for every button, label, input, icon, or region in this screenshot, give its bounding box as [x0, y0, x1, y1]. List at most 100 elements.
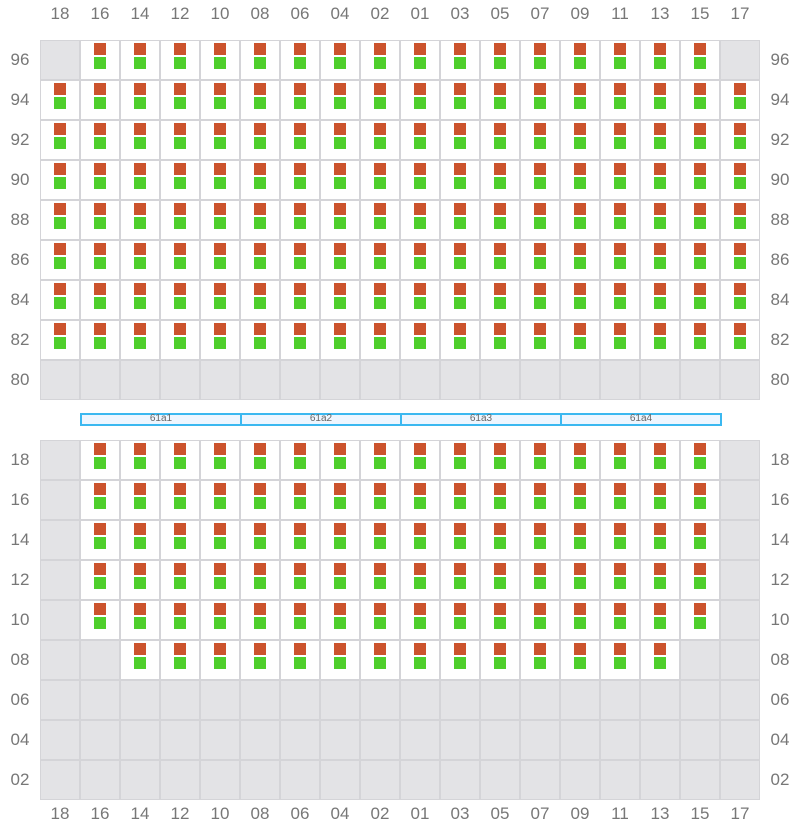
seat-cell[interactable] [481, 121, 519, 159]
seat-cell[interactable] [401, 161, 439, 199]
seat-cell[interactable] [601, 321, 639, 359]
seat-cell[interactable] [401, 641, 439, 679]
seat-cell[interactable] [721, 121, 759, 159]
seat-cell[interactable] [601, 641, 639, 679]
seat-cell[interactable] [561, 281, 599, 319]
seat-cell[interactable] [441, 481, 479, 519]
seat-cell[interactable] [721, 81, 759, 119]
seat-cell[interactable] [281, 281, 319, 319]
seat-cell[interactable] [641, 561, 679, 599]
seat-cell[interactable] [81, 481, 119, 519]
seat-cell[interactable] [441, 201, 479, 239]
seat-cell[interactable] [201, 641, 239, 679]
seat-cell[interactable] [161, 601, 199, 639]
seat-cell[interactable] [601, 201, 639, 239]
seat-cell[interactable] [201, 281, 239, 319]
seat-cell[interactable] [81, 441, 119, 479]
seat-cell[interactable] [241, 161, 279, 199]
seat-cell[interactable] [601, 441, 639, 479]
seat-cell[interactable] [241, 641, 279, 679]
seat-cell[interactable] [201, 161, 239, 199]
seat-cell[interactable] [121, 481, 159, 519]
seat-cell[interactable] [601, 561, 639, 599]
seat-cell[interactable] [521, 81, 559, 119]
segment-label[interactable]: 61a1 [80, 413, 242, 426]
seat-cell[interactable] [441, 601, 479, 639]
seat-cell[interactable] [241, 321, 279, 359]
seat-cell[interactable] [281, 161, 319, 199]
seat-cell[interactable] [641, 201, 679, 239]
seat-cell[interactable] [441, 41, 479, 79]
seat-cell[interactable] [401, 521, 439, 559]
seat-cell[interactable] [161, 121, 199, 159]
seat-cell[interactable] [121, 161, 159, 199]
seat-cell[interactable] [441, 641, 479, 679]
seat-cell[interactable] [121, 321, 159, 359]
seat-cell[interactable] [561, 121, 599, 159]
seat-cell[interactable] [281, 121, 319, 159]
seat-cell[interactable] [321, 241, 359, 279]
seat-cell[interactable] [161, 161, 199, 199]
seat-cell[interactable] [81, 161, 119, 199]
seat-cell[interactable] [281, 521, 319, 559]
seat-cell[interactable] [521, 321, 559, 359]
seat-cell[interactable] [401, 81, 439, 119]
seat-cell[interactable] [481, 81, 519, 119]
seat-cell[interactable] [401, 41, 439, 79]
seat-cell[interactable] [201, 601, 239, 639]
seat-cell[interactable] [561, 321, 599, 359]
seat-cell[interactable] [281, 81, 319, 119]
seat-cell[interactable] [161, 321, 199, 359]
seat-cell[interactable] [201, 121, 239, 159]
seat-cell[interactable] [361, 121, 399, 159]
seat-cell[interactable] [201, 41, 239, 79]
seat-cell[interactable] [441, 521, 479, 559]
seat-cell[interactable] [641, 241, 679, 279]
seat-cell[interactable] [601, 521, 639, 559]
seat-cell[interactable] [201, 481, 239, 519]
seat-cell[interactable] [121, 441, 159, 479]
seat-cell[interactable] [641, 441, 679, 479]
seat-cell[interactable] [481, 481, 519, 519]
seat-cell[interactable] [481, 441, 519, 479]
seat-cell[interactable] [281, 481, 319, 519]
seat-cell[interactable] [561, 201, 599, 239]
seat-cell[interactable] [521, 561, 559, 599]
seat-cell[interactable] [681, 121, 719, 159]
seat-cell[interactable] [81, 561, 119, 599]
seat-cell[interactable] [201, 81, 239, 119]
seat-cell[interactable] [361, 441, 399, 479]
seat-cell[interactable] [281, 201, 319, 239]
seat-cell[interactable] [721, 241, 759, 279]
seat-cell[interactable] [41, 241, 79, 279]
segment-label[interactable]: 61a3 [400, 413, 562, 426]
seat-cell[interactable] [481, 41, 519, 79]
seat-cell[interactable] [681, 161, 719, 199]
seat-cell[interactable] [321, 441, 359, 479]
seat-cell[interactable] [361, 241, 399, 279]
seat-cell[interactable] [121, 241, 159, 279]
seat-cell[interactable] [481, 161, 519, 199]
seat-cell[interactable] [361, 161, 399, 199]
seat-cell[interactable] [441, 161, 479, 199]
seat-cell[interactable] [121, 641, 159, 679]
seat-cell[interactable] [681, 81, 719, 119]
seat-cell[interactable] [441, 281, 479, 319]
seat-cell[interactable] [241, 241, 279, 279]
seat-cell[interactable] [321, 561, 359, 599]
seat-cell[interactable] [481, 521, 519, 559]
seat-cell[interactable] [81, 601, 119, 639]
seat-cell[interactable] [641, 601, 679, 639]
seat-cell[interactable] [641, 41, 679, 79]
seat-cell[interactable] [161, 81, 199, 119]
seat-cell[interactable] [681, 201, 719, 239]
seat-cell[interactable] [361, 281, 399, 319]
seat-cell[interactable] [441, 81, 479, 119]
seat-cell[interactable] [441, 441, 479, 479]
seat-cell[interactable] [401, 321, 439, 359]
seat-cell[interactable] [481, 241, 519, 279]
seat-cell[interactable] [321, 641, 359, 679]
seat-cell[interactable] [521, 161, 559, 199]
seat-cell[interactable] [481, 601, 519, 639]
seat-cell[interactable] [561, 441, 599, 479]
